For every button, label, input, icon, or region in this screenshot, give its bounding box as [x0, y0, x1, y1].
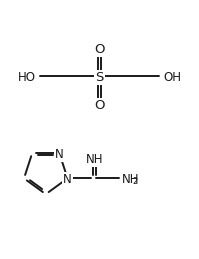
- Text: 2: 2: [133, 177, 138, 186]
- Text: HO: HO: [18, 71, 36, 84]
- Text: O: O: [94, 99, 105, 112]
- Text: NH: NH: [86, 154, 103, 167]
- Text: O: O: [94, 43, 105, 56]
- Text: NH: NH: [122, 173, 140, 186]
- Text: OH: OH: [163, 71, 181, 84]
- Text: N: N: [55, 148, 64, 161]
- Text: N: N: [63, 173, 72, 186]
- Text: S: S: [95, 71, 104, 84]
